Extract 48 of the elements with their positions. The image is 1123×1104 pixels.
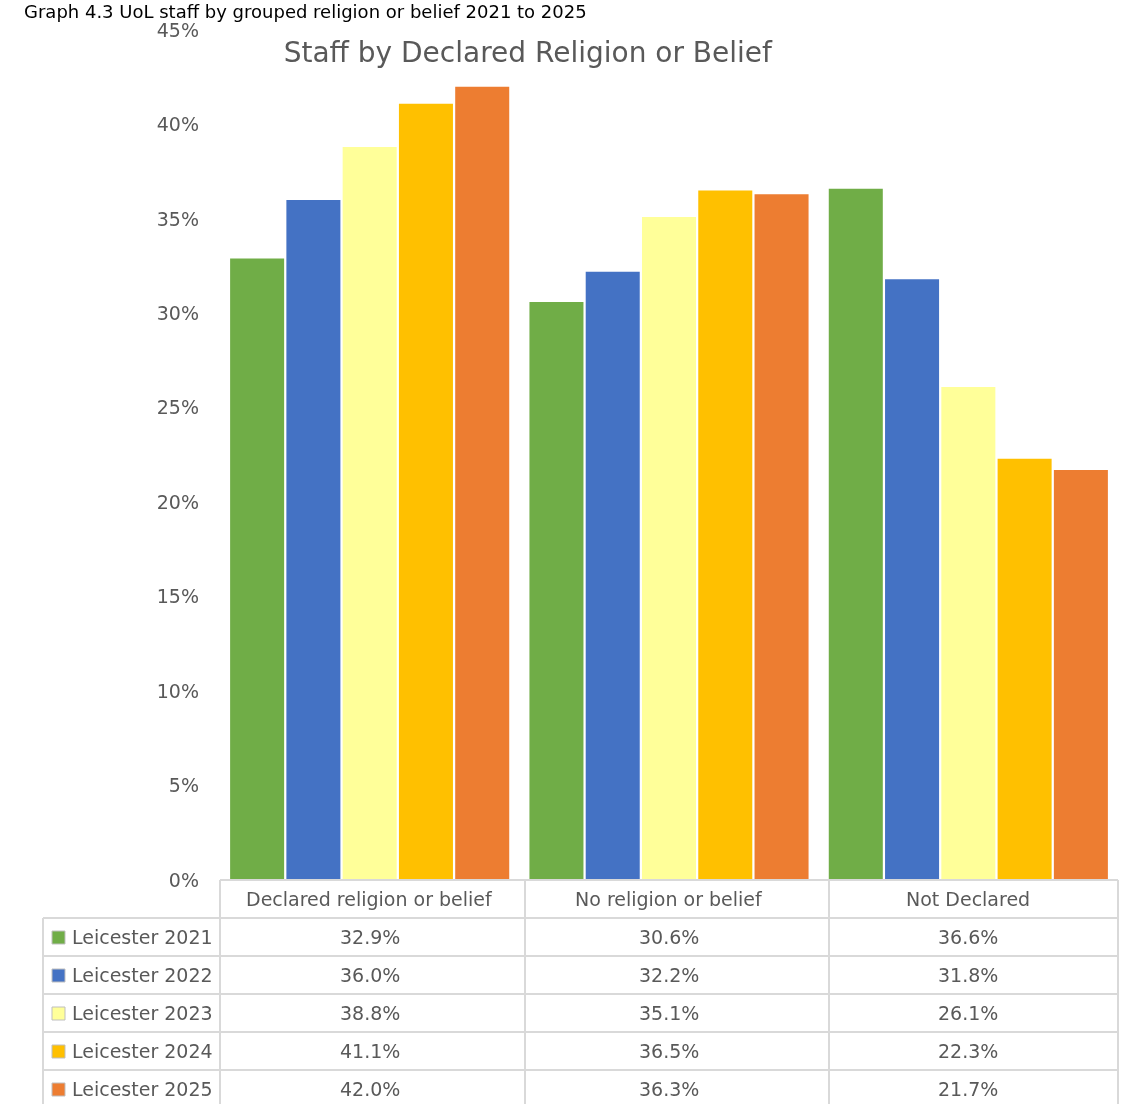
legend-label: Leicester 2025 <box>72 1078 213 1100</box>
bar <box>941 387 996 880</box>
legend-label: Leicester 2022 <box>72 964 213 986</box>
bar <box>585 271 640 880</box>
data-label: 32.2% <box>639 964 700 986</box>
data-label: 42.0% <box>340 1078 401 1100</box>
data-label: 41.1% <box>340 1040 401 1062</box>
bar <box>698 190 753 880</box>
bar <box>529 302 584 880</box>
bar <box>455 86 510 880</box>
y-tick-label: 0% <box>168 868 199 891</box>
bar <box>828 188 883 880</box>
data-label: 36.3% <box>639 1078 700 1100</box>
data-label: 26.1% <box>938 1002 999 1024</box>
data-label: 36.0% <box>340 964 401 986</box>
data-label: 31.8% <box>938 964 999 986</box>
data-label: 21.7% <box>938 1078 999 1100</box>
data-label: 30.6% <box>639 926 700 948</box>
bar <box>1053 470 1108 880</box>
data-label: 35.1% <box>639 1002 700 1024</box>
y-tick-label: 20% <box>156 490 199 513</box>
y-tick-label: 40% <box>156 113 199 136</box>
bar <box>230 258 285 880</box>
bar <box>342 147 397 880</box>
data-label: 38.8% <box>340 1002 401 1024</box>
x-tick-label: Declared religion or belief <box>246 888 494 910</box>
bar <box>398 103 453 880</box>
y-tick-label: 15% <box>156 585 199 608</box>
y-tick-label: 35% <box>156 207 199 230</box>
y-tick-label: 10% <box>156 679 199 702</box>
x-tick-label: No religion or belief <box>575 888 764 910</box>
x-tick-label: Not Declared <box>906 888 1031 910</box>
legend-label: Leicester 2023 <box>72 1002 213 1024</box>
bar <box>286 200 341 880</box>
bar <box>885 279 940 880</box>
bar <box>997 458 1052 880</box>
bar <box>641 217 697 880</box>
y-tick-label: 25% <box>156 396 199 419</box>
chart-title: Staff by Declared Religion or Belief <box>283 35 774 69</box>
y-tick-label: 5% <box>168 774 199 797</box>
legend-label: Leicester 2021 <box>72 926 213 948</box>
data-label: 32.9% <box>340 926 401 948</box>
data-label: 22.3% <box>938 1040 999 1062</box>
data-label: 36.6% <box>938 926 999 948</box>
bar <box>754 194 809 880</box>
data-label: 36.5% <box>639 1040 700 1062</box>
y-tick-label: 30% <box>156 301 199 324</box>
legend-label: Leicester 2024 <box>72 1040 213 1062</box>
